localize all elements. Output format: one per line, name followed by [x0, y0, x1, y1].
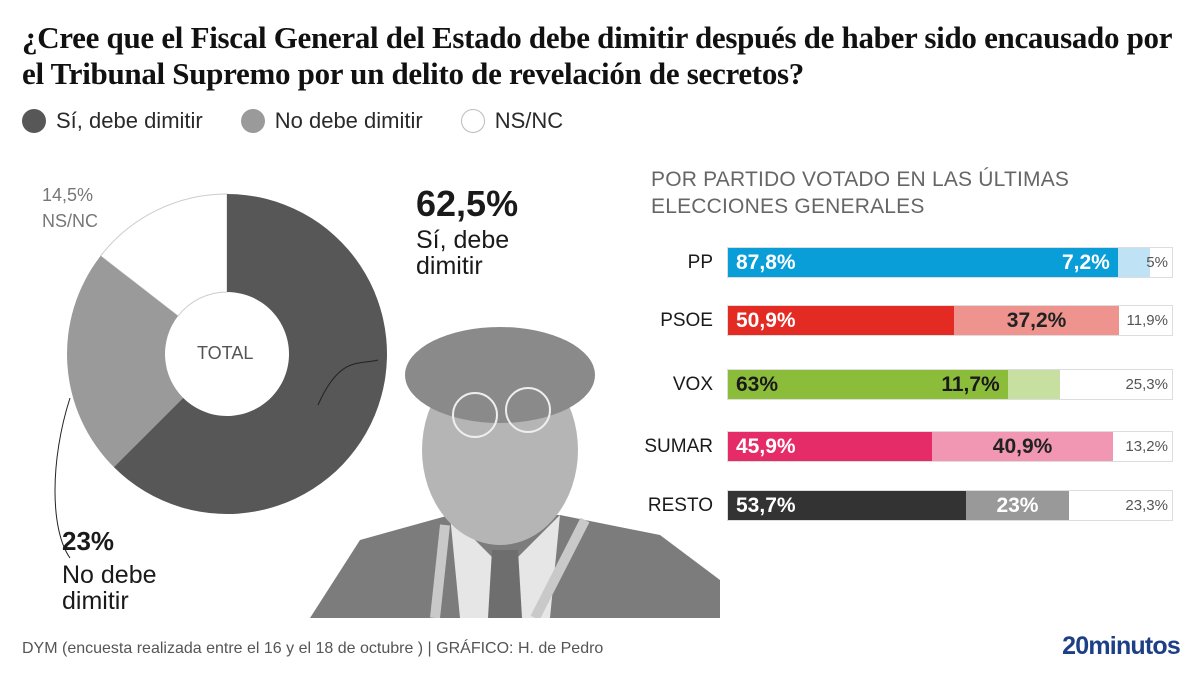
bar-category-label: RESTO — [647, 495, 713, 516]
annotation-no-line1: No debe — [62, 561, 157, 589]
bar-segment-si: 45,9% — [728, 432, 932, 461]
portrait-shirt — [450, 515, 560, 618]
bar-segment-no: 23% — [966, 491, 1069, 520]
portrait-tie — [488, 550, 522, 618]
bar-value-label: 45,9% — [736, 434, 796, 458]
bars-title: POR PARTIDO VOTADO EN LAS ÚLTIMAS ELECCI… — [651, 166, 1069, 220]
bar-value-label: 63% — [736, 372, 779, 396]
legend-swatch-si — [22, 109, 46, 133]
bar-segment-no: 11,7% — [941, 370, 1060, 399]
bar-value-label: 25,3% — [1125, 376, 1168, 393]
donut-svg — [54, 193, 387, 559]
bar-segment-si: 53,7% — [728, 491, 967, 520]
portrait-glasses-right — [505, 387, 551, 433]
bar-row-resto: RESTO 53,7% 23% 23,3% — [640, 490, 1175, 522]
donut-slice-si — [113, 194, 387, 514]
portrait-glasses-left — [452, 392, 498, 438]
legend-label-no: No debe dimitir — [274, 108, 423, 133]
bar-segment-no: 40,9% — [931, 432, 1114, 461]
bar-value-label: 11,9% — [1126, 312, 1168, 329]
legend-swatch-nsnc — [460, 109, 485, 133]
leader-line-si — [317, 359, 379, 406]
donut-center-label: TOTAL — [197, 343, 254, 363]
bar-track: 45,9% 40,9% 13,2% — [727, 431, 1173, 462]
leader-line-no — [54, 397, 71, 559]
bar-row-vox: VOX 63% 11,7% 25,3% — [640, 369, 1175, 401]
annotation-no: 23% No debe dimitir — [62, 526, 157, 614]
legend-item-si: Sí, debe dimitir — [22, 108, 203, 134]
bar-value-label: 53,7% — [736, 493, 796, 517]
bar-segment-si: 50,9% — [728, 306, 954, 335]
brand-logo: 20minutos — [1062, 632, 1181, 660]
bar-segment-si: 87,8% — [728, 248, 1118, 277]
bar-value-label: 7,2% — [1061, 250, 1110, 274]
portrait-hair — [405, 327, 595, 423]
bar-track: 53,7% 23% 23,3% — [727, 490, 1173, 521]
bar-category-label: PP — [687, 252, 713, 273]
legend-item-nsnc: NS/NC — [460, 108, 564, 134]
bar-value-label: 40,9% — [992, 434, 1053, 458]
chart-title: ¿Cree que el Fiscal General del Estado d… — [22, 20, 1172, 91]
bar-row-pp: PP 87,8% 7,2% 5% — [640, 247, 1175, 279]
annotation-si-line2: dimitir — [416, 252, 483, 280]
annotation-no-line2: dimitir — [62, 587, 129, 615]
bar-row-psoe: PSOE 50,9% 37,2% 11,9% — [640, 305, 1175, 337]
bar-segment-si: 63% — [728, 370, 1008, 399]
bar-segment-no: 37,2% — [953, 306, 1120, 335]
bar-category-label: VOX — [672, 374, 713, 395]
bar-value-label: 13,2% — [1125, 438, 1168, 455]
bar-value-label: 23% — [996, 493, 1039, 517]
bar-segment-nsnc: 13,2% — [1113, 432, 1172, 461]
annotation-si-value: 62,5% — [416, 183, 519, 224]
annotation-nsnc: 14,5% NS/NC — [42, 182, 98, 234]
bar-category-label: SUMAR — [644, 436, 713, 457]
annotation-nsnc-line1: NS/NC — [42, 211, 99, 231]
source-credit: DYM (encuesta realizada entre el 16 y el… — [22, 640, 604, 657]
bar-row-sumar: SUMAR 45,9% 40,9% 13,2% — [640, 431, 1175, 463]
bar-value-label: 23,3% — [1125, 497, 1168, 514]
bar-segment-nsnc: 25,3% — [1059, 370, 1172, 399]
bars-title-line1: POR PARTIDO VOTADO EN LAS ÚLTIMAS — [651, 168, 1070, 191]
donut-slice-no — [66, 255, 184, 468]
bar-track: 50,9% 37,2% 11,9% — [727, 305, 1173, 336]
bars-title-line2: ELECCIONES GENERALES — [651, 195, 925, 218]
legend-label-si: Sí, debe dimitir — [56, 108, 203, 133]
legend-label-nsnc: NS/NC — [494, 108, 564, 133]
bar-segment-nsnc: 5% — [1146, 248, 1172, 277]
donut-chart: TOTAL 62,5% Sí, debe dimitir 23% No debe… — [0, 160, 560, 620]
portrait-photo — [310, 327, 720, 618]
bar-category-label: PSOE — [660, 310, 713, 331]
annotation-no-value: 23% — [62, 526, 115, 556]
bar-value-label: 50,9% — [736, 308, 796, 332]
bar-value-label: 37,2% — [1006, 308, 1067, 332]
bar-value-label: 5% — [1146, 254, 1168, 271]
bar-track: 63% 11,7% 25,3% — [727, 369, 1173, 400]
bar-segment-no: 7,2% — [1062, 248, 1150, 277]
donut-slice-nsnc — [99, 193, 228, 317]
bar-segment-nsnc: 11,9% — [1119, 306, 1172, 335]
annotation-nsnc-value: 14,5% — [42, 185, 94, 205]
annotation-si: 62,5% Sí, debe dimitir — [416, 183, 519, 280]
legend-item-no: No debe dimitir — [240, 108, 423, 134]
bar-value-label: 11,7% — [941, 372, 1000, 396]
bar-value-label: 87,8% — [736, 250, 796, 274]
annotation-si-line1: Sí, debe — [416, 226, 510, 254]
legend: Sí, debe dimitir No debe dimitir NS/NC — [22, 108, 563, 134]
portrait-chain-right — [530, 517, 590, 618]
portrait-chain-left — [430, 524, 450, 618]
bar-segment-nsnc: 23,3% — [1068, 491, 1172, 520]
bar-track: 87,8% 7,2% 5% — [727, 247, 1173, 278]
legend-swatch-no — [240, 109, 265, 133]
